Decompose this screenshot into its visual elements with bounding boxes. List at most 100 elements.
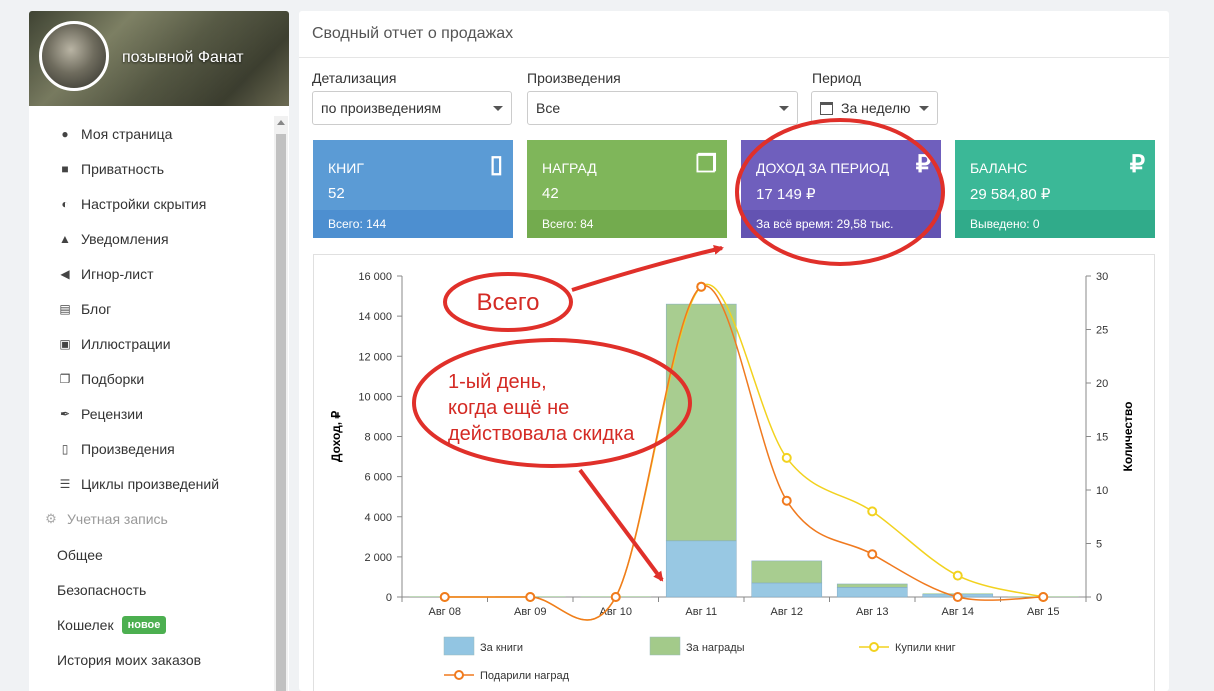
sidebar-item-hide-settings[interactable]: ◐ Настройки скрытия — [29, 186, 273, 221]
sidebar-item-label: Подборки — [81, 370, 145, 387]
profile-header: позывной Фанат — [29, 11, 289, 106]
sales-report-panel: Сводный отчет о продажах Детализация по … — [299, 11, 1169, 691]
sidebar-item-label: Настройки скрытия — [81, 195, 207, 212]
user-icon: ● — [61, 126, 69, 141]
sidebar-item-general[interactable]: Общее — [29, 537, 273, 572]
sidebar-item-label: Уведомления — [81, 230, 169, 247]
account-section-title: ⚙ Учетная запись — [29, 501, 273, 537]
point-Подарили наград — [439, 592, 450, 602]
point-Купили книг — [781, 452, 792, 463]
sidebar-item-label: Игнор-лист — [81, 265, 154, 282]
sidebar-item-notifications[interactable]: ▲ Уведомления — [29, 221, 273, 256]
legend-label: За награды — [686, 642, 745, 654]
legend-swatch — [649, 636, 681, 656]
sidebar-item-series[interactable]: ☰ Циклы произведений — [29, 466, 273, 501]
card-value: 42 — [542, 185, 559, 202]
sidebar-item-wallet[interactable]: Кошелек новое — [29, 607, 273, 642]
sidebar-item-label: Циклы произведений — [81, 475, 220, 492]
sidebar-item-illustrations[interactable]: ▣ Иллюстрации — [29, 326, 273, 361]
sidebar-item-reviews[interactable]: ✒ Рецензии — [29, 396, 273, 431]
point-Подарили наград — [952, 592, 963, 602]
legend-swatch — [443, 636, 475, 656]
x-tick-label: Авг 09 — [514, 606, 546, 618]
x-tick-label: Авг 13 — [856, 606, 888, 618]
scroll-thumb[interactable] — [276, 134, 286, 691]
sidebar: позывной Фанат ● Моя страница ■ Приватност… — [29, 11, 289, 691]
sidebar-scrollbar[interactable] — [274, 116, 288, 691]
balance-card[interactable]: БАЛАНС 29 584,80 ₽ ₽ Выведено: 0 — [955, 140, 1155, 238]
sidebar-item-label: Иллюстрации — [81, 335, 171, 352]
y-tick-label-left: 2 000 — [364, 552, 392, 564]
bar-За книги — [665, 540, 737, 598]
books-card[interactable]: КНИГ 52 ▯ Всего: 144 — [313, 140, 513, 238]
sidebar-item-order-history[interactable]: История моих заказов — [29, 642, 273, 677]
collection-icon: ❐ — [59, 371, 71, 386]
sales-chart: 0 2 000 4 000 6 000 8 000 10 000 12 000 14 000 1… — [313, 254, 1155, 691]
card-title: НАГРАД — [542, 160, 597, 176]
x-tick-label: Авг 11 — [685, 606, 717, 618]
username[interactable]: позывной Фанат — [122, 49, 244, 66]
gift-icon: ❐ — [695, 151, 717, 178]
new-badge: новое — [121, 615, 167, 634]
sidebar-item-label: Моя страница — [81, 125, 173, 142]
scroll-up-icon[interactable] — [277, 120, 285, 125]
detail-select[interactable]: по произведениям — [312, 91, 512, 125]
bar-За награды — [836, 583, 908, 588]
detail-select-value: по произведениям — [321, 100, 442, 116]
point-Подарили наград — [696, 281, 707, 292]
y-tick-label-right: 25 — [1096, 325, 1108, 337]
bar-За книги — [836, 587, 908, 598]
sidebar-item-ignore-list[interactable]: ◀ Игнор-лист — [29, 256, 273, 291]
y-tick-label-left: 16 000 — [358, 271, 392, 283]
quill-icon: ✒ — [59, 406, 71, 421]
ruble-icon: ₽ — [1129, 151, 1145, 178]
awards-card[interactable]: НАГРАД 42 ❐ Всего: 84 — [527, 140, 727, 238]
y-tick-label-right: 0 — [1096, 592, 1102, 604]
sidebar-item-label: Кошелек — [57, 616, 114, 633]
sidebar-item-label: Общее — [57, 546, 103, 563]
y-tick-label-right: 15 — [1096, 432, 1108, 444]
y-tick-label-right: 5 — [1096, 539, 1102, 551]
detail-label: Детализация — [312, 70, 397, 86]
card-title: БАЛАНС — [970, 160, 1028, 176]
y-tick-label-right: 30 — [1096, 271, 1108, 283]
sidebar-item-label: История моих заказов — [57, 651, 202, 668]
image-icon: ▣ — [59, 336, 71, 351]
avatar[interactable] — [39, 21, 109, 91]
sidebar-item-blog[interactable]: ▤ Блог — [29, 291, 273, 326]
line-Купили книг — [444, 283, 1044, 621]
sidebar-item-label: Блог — [81, 300, 112, 317]
eye-slash-icon: ◐ — [61, 196, 69, 211]
line-Подарили наград — [444, 285, 1044, 621]
x-tick-label: Авг 08 — [429, 606, 461, 618]
sidebar-item-label: Рецензии — [81, 405, 143, 422]
card-value: 17 149 ₽ — [756, 186, 816, 203]
card-title: ДОХОД ЗА ПЕРИОД — [756, 160, 890, 176]
sidebar-item-label: Безопасность — [57, 581, 147, 598]
bell-icon: ▲ — [59, 231, 71, 246]
account-section-label: Учетная запись — [67, 511, 168, 527]
point-Подарили наград — [867, 549, 878, 560]
page-title: Сводный отчет о продажах — [299, 11, 1169, 58]
card-footer: Всего: 84 — [527, 210, 727, 238]
income-card[interactable]: ДОХОД ЗА ПЕРИОД 17 149 ₽ ₽ За всё время:… — [741, 140, 941, 238]
sidebar-item-security[interactable]: Безопасность — [29, 572, 273, 607]
x-tick-label: Авг 14 — [942, 606, 974, 618]
point-Купили книг — [867, 506, 878, 517]
point-Подарили наград — [781, 495, 792, 506]
bar-За награды — [751, 560, 823, 584]
period-select[interactable]: За неделю — [811, 91, 938, 125]
sidebar-item-works[interactable]: ▯ Произведения — [29, 431, 273, 466]
card-footer: За всё время: 29,58 тыс. — [741, 210, 941, 238]
sidebar-item-my-page[interactable]: ● Моя страница — [29, 116, 273, 151]
card-value: 29 584,80 ₽ — [970, 186, 1051, 203]
book-icon: ▯ — [61, 441, 69, 456]
works-select-value: Все — [536, 100, 561, 116]
lock-icon: ■ — [61, 161, 69, 176]
y-axis-title-left: Доход, ₽ — [329, 411, 343, 463]
sidebar-item-label: Приватность — [81, 160, 165, 177]
sidebar-item-privacy[interactable]: ■ Приватность — [29, 151, 273, 186]
y-tick-label-left: 4 000 — [364, 512, 392, 524]
works-select[interactable]: Все — [527, 91, 798, 125]
sidebar-item-collections[interactable]: ❐ Подборки — [29, 361, 273, 396]
